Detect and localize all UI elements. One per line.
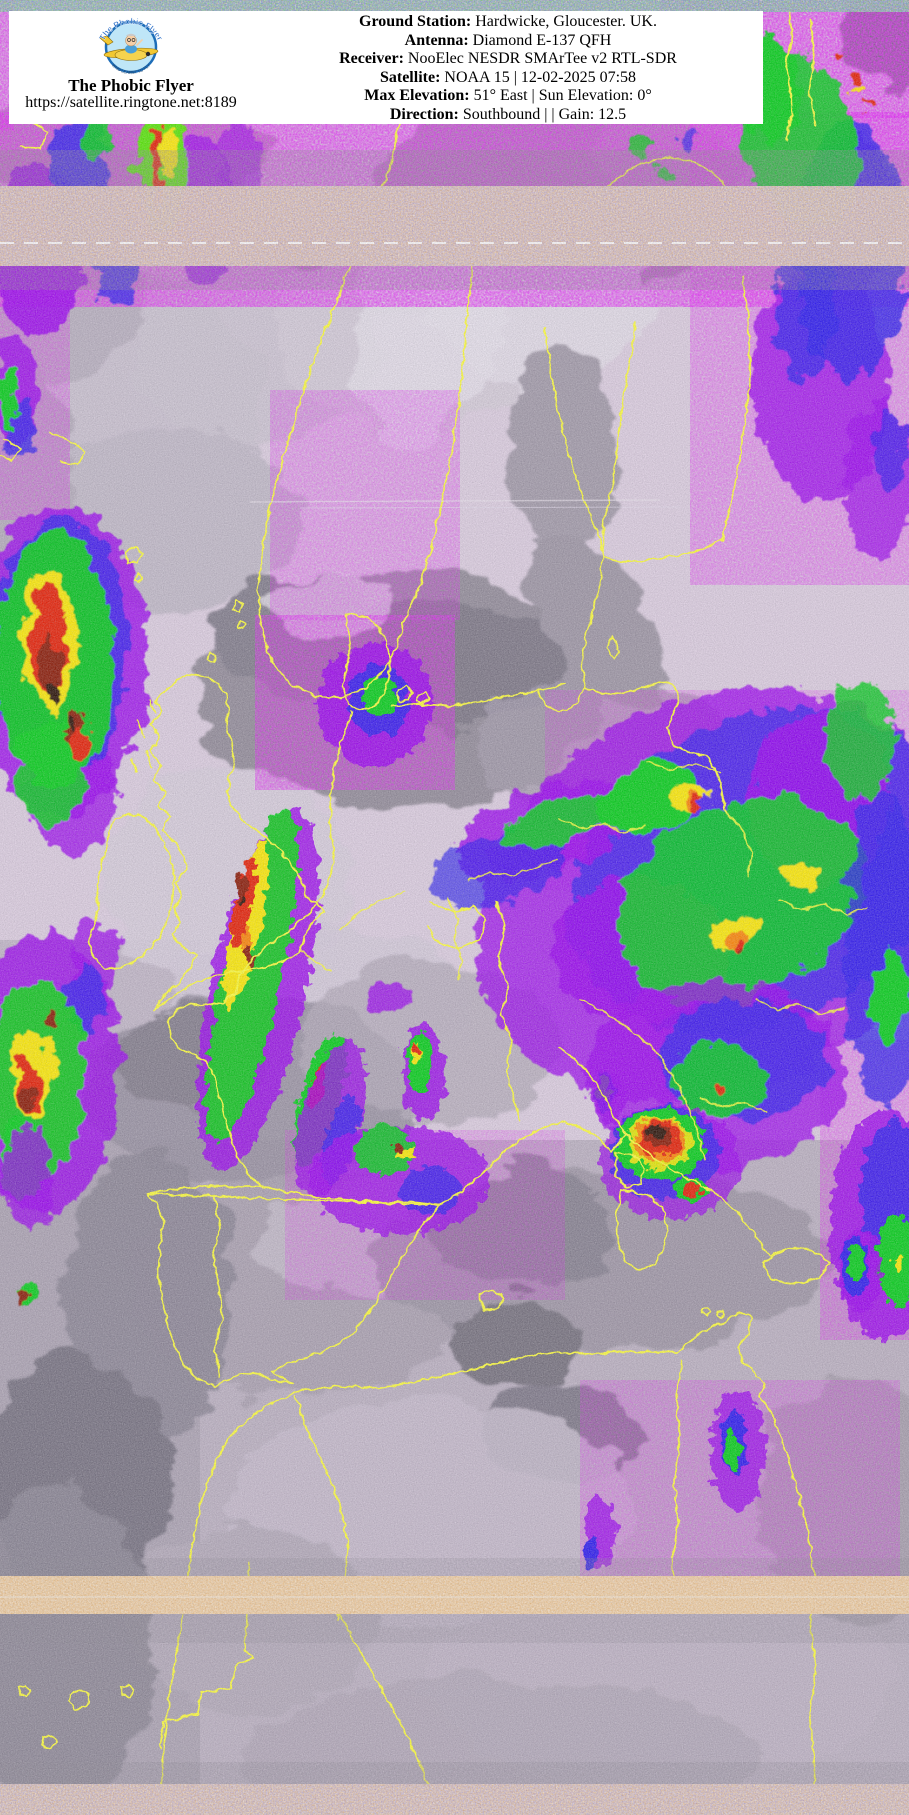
phobic-flyer-logo: The Phobic Flyer WHO LEARNT TO FLY [85, 14, 177, 76]
station-name: The Phobic Flyer [68, 76, 194, 95]
pass-info: Ground Station: Hardwicke, Gloucester. U… [253, 11, 763, 124]
station-url: https://satellite.ringtone.net:8189 [25, 94, 237, 111]
header-panel: The Phobic Flyer WHO LEARNT TO FLY The P… [9, 11, 763, 124]
info-line-ground-station: Ground Station: Hardwicke, Gloucester. U… [359, 13, 657, 30]
station-identity: The Phobic Flyer WHO LEARNT TO FLY The P… [9, 11, 253, 124]
info-line-receiver: Receiver: NooElec NESDR SMArTee v2 RTL-S… [339, 50, 677, 68]
info-line-direction: Direction: Southbound | | Gain: 12.5 [389, 105, 627, 123]
logo-pilot-icon [125, 33, 143, 54]
info-line-satellite: Satellite: NOAA 15 | 12-02-2025 07:58 [379, 68, 637, 86]
info-line-antenna: Antenna: Diamond E-137 QFH [404, 31, 612, 49]
info-line-max-elevation: Max Elevation: 51° East | Sun Elevation:… [364, 87, 652, 105]
